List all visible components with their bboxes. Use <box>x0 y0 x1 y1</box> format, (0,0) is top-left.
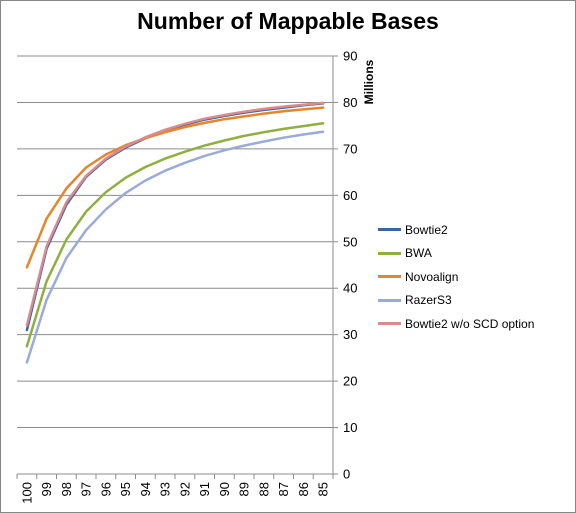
y-axis-title: Millions <box>362 59 376 104</box>
x-tick-label: 98 <box>59 482 74 496</box>
x-tick-label: 91 <box>197 482 212 496</box>
y-tick-label: 0 <box>343 467 350 482</box>
legend-swatch <box>378 251 401 255</box>
y-tick-label: 70 <box>343 141 357 156</box>
legend-label: Bowtie2 w/o SCD option <box>405 316 535 331</box>
series-line-bwa <box>25 122 325 348</box>
x-tick-label: 94 <box>138 482 153 496</box>
x-tick-label: 90 <box>217 482 232 496</box>
x-tick-label: 96 <box>98 482 113 496</box>
y-tick-label: 50 <box>343 234 357 249</box>
y-tick-label: 20 <box>343 374 357 389</box>
legend-item: Bowtie2 w/o SCD option <box>378 312 574 336</box>
x-tick-label: 85 <box>316 482 331 496</box>
x-tick-label: 88 <box>256 482 271 496</box>
legend-swatch <box>378 275 401 279</box>
legend-item: Novoalign <box>378 265 574 289</box>
x-tick-label: 97 <box>79 482 94 496</box>
legend-label: Novoalign <box>405 269 459 284</box>
y-tick-label: 10 <box>343 420 357 435</box>
y-tick-label: 90 <box>343 49 357 64</box>
legend-item: BWA <box>378 242 574 266</box>
series-line-bowtie2-w-o-scd-option <box>25 101 325 327</box>
legend-item: Bowtie2 <box>378 218 574 242</box>
x-tick-label: 99 <box>39 482 54 496</box>
legend-label: RazerS3 <box>405 293 452 308</box>
series-line-razers3 <box>25 130 325 364</box>
x-tick-label: 87 <box>276 482 291 496</box>
legend: Bowtie2 BWA Novoalign RazerS3 Bowtie2 w/o SC… <box>378 218 574 336</box>
x-tick-label: 100 <box>19 482 34 504</box>
legend-label: Bowtie2 <box>405 222 448 237</box>
series-line-novoalign <box>25 106 325 269</box>
legend-swatch <box>378 322 401 326</box>
x-tick-label: 93 <box>158 482 173 496</box>
legend-label: BWA <box>405 246 432 261</box>
x-tick-label: 89 <box>237 482 252 496</box>
y-tick-label: 80 <box>343 95 357 110</box>
y-tick-label: 60 <box>343 188 357 203</box>
legend-item: RazerS3 <box>378 289 574 313</box>
legend-swatch <box>378 298 401 302</box>
y-tick-label: 40 <box>343 281 357 296</box>
x-tick-label: 92 <box>177 482 192 496</box>
legend-swatch <box>378 228 401 232</box>
x-tick-label: 95 <box>118 482 133 496</box>
x-tick-label: 86 <box>296 482 311 496</box>
y-tick-label: 30 <box>343 327 357 342</box>
chart-title: Number of Mappable Bases <box>137 8 439 34</box>
